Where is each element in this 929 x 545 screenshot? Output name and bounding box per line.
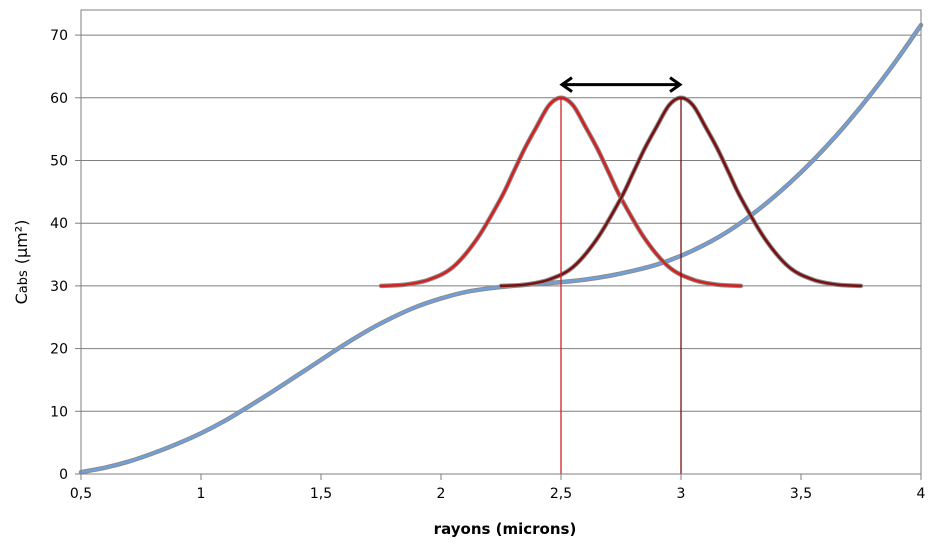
tick-labels: 0 10 20 30 40 50 60 70 0,5 1 1,5 2 2,5 3 3,5 4 bbox=[50, 28, 925, 502]
y-tick-label: 20 bbox=[50, 342, 68, 358]
distribution-curve-1-line bbox=[379, 96, 743, 288]
y-tick-label: 70 bbox=[50, 28, 68, 44]
y-axis-title-main: C bbox=[12, 293, 31, 304]
axes-layer bbox=[75, 9, 922, 480]
y-tick-label: 60 bbox=[50, 91, 68, 107]
y-tick-label: 10 bbox=[50, 404, 68, 420]
y-axis-title: Cabs (µm²) bbox=[12, 220, 31, 305]
x-tick-label: 3,5 bbox=[790, 486, 812, 502]
x-tick-label: 4 bbox=[917, 486, 926, 502]
absorption-curve-shadow bbox=[78, 22, 924, 475]
double-arrow-head-left bbox=[559, 76, 573, 93]
x-axis-title: rayons (microns) bbox=[434, 520, 577, 538]
x-tick-label: 1,5 bbox=[310, 486, 332, 502]
x-tick-label: 2,5 bbox=[550, 486, 572, 502]
y-axis-title-unit: (µm²) bbox=[12, 220, 31, 265]
double-arrow bbox=[559, 76, 683, 93]
grid-layer bbox=[81, 34, 921, 412]
y-axis-title-sub: abs bbox=[16, 270, 31, 293]
series-layer bbox=[78, 22, 924, 475]
y-tick-label: 40 bbox=[50, 216, 68, 232]
x-tick-label: 3 bbox=[677, 486, 686, 502]
y-tick-label: 30 bbox=[50, 279, 68, 295]
x-tick-label: 0,5 bbox=[70, 486, 92, 502]
distribution-curve-2-line bbox=[499, 96, 863, 288]
y-tick-label: 0 bbox=[59, 467, 68, 483]
plot-frame bbox=[80, 9, 922, 475]
double-arrow-head-right bbox=[669, 76, 683, 93]
y-tick-label: 50 bbox=[50, 153, 68, 169]
absorption-curve-line bbox=[79, 23, 923, 474]
x-tick-label: 2 bbox=[437, 486, 446, 502]
annotation-layer bbox=[559, 76, 683, 474]
x-tick-label: 1 bbox=[197, 486, 206, 502]
